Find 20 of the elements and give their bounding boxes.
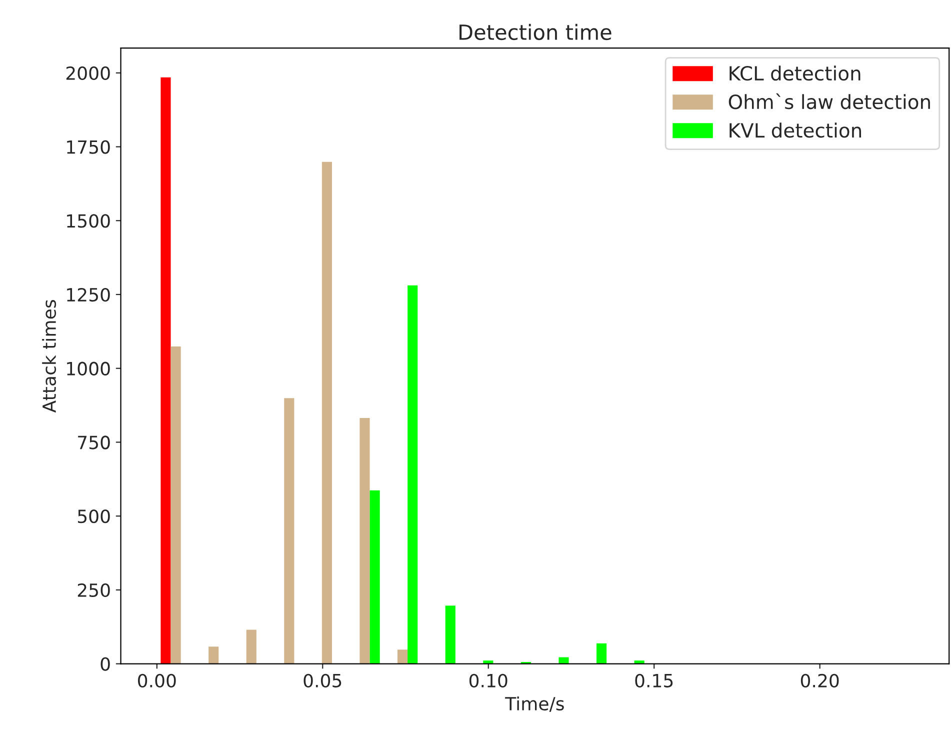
legend-label: KVL detection [730, 122, 862, 138]
y-tick-label: 0 [100, 657, 110, 671]
x-tick-label: 0.10 [469, 674, 508, 688]
y-tick-label: 250 [78, 583, 110, 598]
x-tick-label: 0.15 [635, 674, 673, 688]
legend-label: KCL detection [730, 66, 860, 81]
y-tick-label: 2000 [66, 66, 110, 80]
chart-title: Detection time [460, 24, 612, 40]
y-tick-label: 1500 [67, 214, 110, 228]
y-tick-label: 1250 [67, 288, 110, 302]
y-tick-label: 750 [78, 436, 110, 450]
x-tick-label: 0.05 [304, 674, 342, 688]
x-axis-title: Time/s [505, 696, 564, 712]
y-axis-title: Attack times [42, 300, 56, 413]
y-tick-label: 500 [78, 510, 110, 524]
legend-label: Ohm`s law detection [728, 93, 930, 110]
y-tick-label: 1000 [67, 362, 110, 376]
x-tick-label: 0.20 [800, 674, 839, 688]
x-tick-label: 0.00 [138, 674, 176, 688]
y-tick-label: 1750 [67, 140, 110, 154]
